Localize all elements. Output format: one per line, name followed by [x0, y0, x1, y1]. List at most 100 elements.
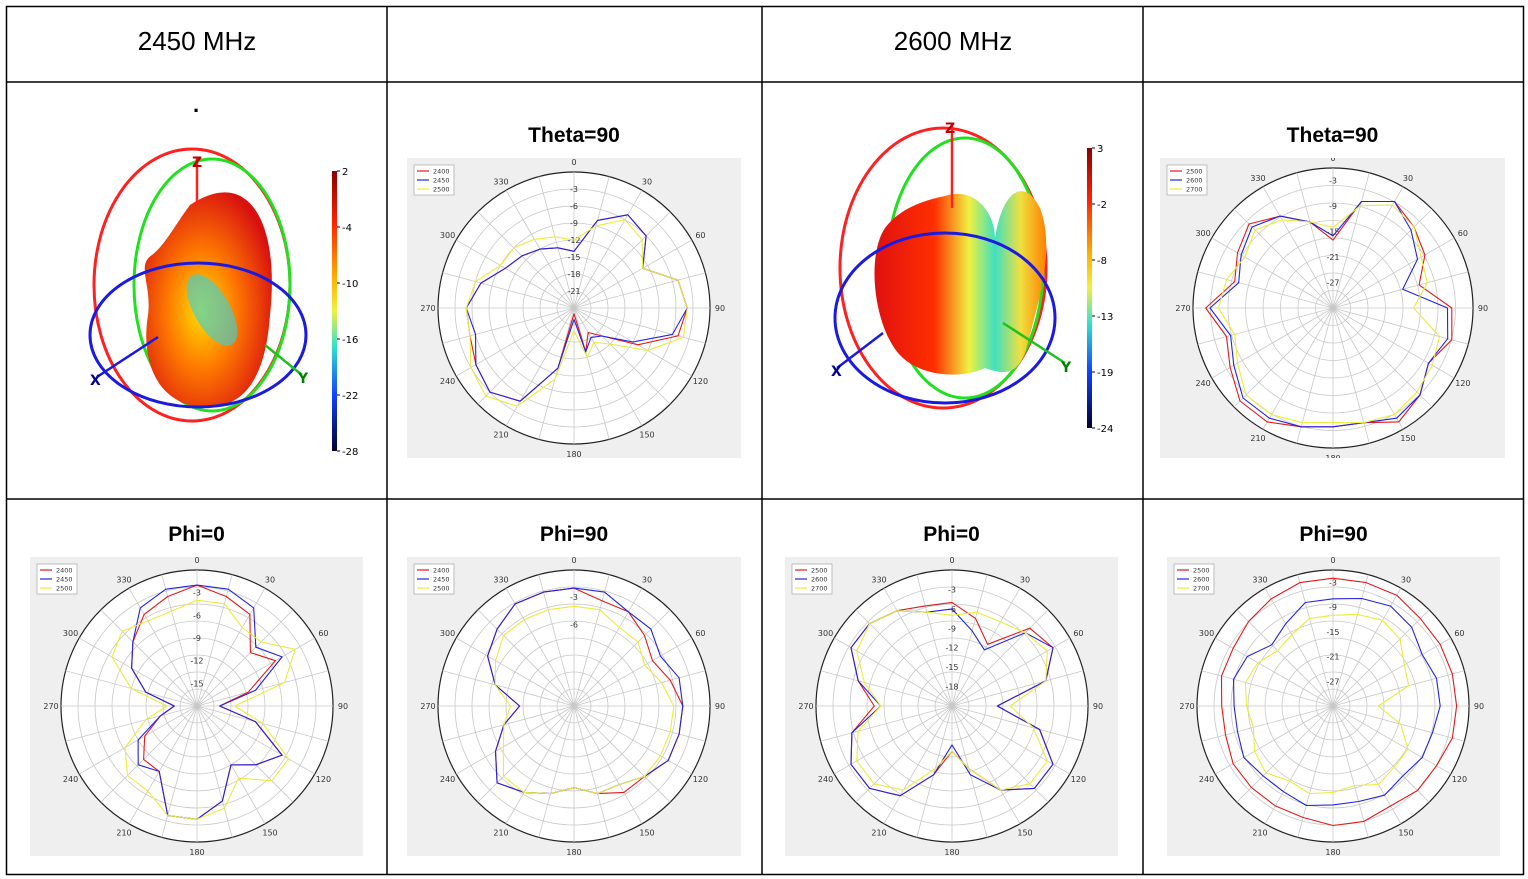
- radial-tick-label: -9: [193, 634, 201, 643]
- pattern-3d-2450: Z X Y 2 -4 -10 -16 -22 -28: [88, 147, 358, 458]
- polar-grid-spoke: [883, 705, 953, 824]
- polar-grid-spoke: [1332, 307, 1469, 345]
- y-axis-label: Y: [1060, 360, 1072, 376]
- polar-grid-spoke: [573, 705, 610, 838]
- radial-tick-label: -3: [570, 185, 578, 194]
- polar-grid-spoke: [1236, 705, 1334, 803]
- legend-label: 2500: [811, 567, 828, 575]
- z-axis-label: Z: [192, 155, 202, 171]
- plot-title-phi0-2450: Phi=0: [168, 523, 225, 546]
- plot-title-phi90-2600: Phi=90: [1299, 523, 1368, 546]
- z-axis-label: Z: [945, 121, 955, 137]
- angle-tick-label: 30: [642, 178, 652, 187]
- series-line-2500: [111, 599, 296, 820]
- colorbar-tick-label: -24: [1097, 424, 1113, 435]
- polar-grid-spoke: [573, 705, 643, 824]
- plot-title-phi90-2450: Phi=90: [539, 523, 609, 546]
- angle-tick-label: 0: [571, 158, 576, 167]
- polar-grid-spoke: [820, 705, 953, 742]
- angle-tick-label: 90: [1478, 304, 1488, 313]
- angle-tick-label: 300: [440, 629, 455, 638]
- y-axis-label: Y: [297, 371, 309, 387]
- polar-grid-spoke: [477, 609, 575, 707]
- polar-grid-spoke: [538, 307, 575, 440]
- polar-grid-spoke: [1236, 609, 1334, 707]
- angle-tick-label: 0: [1330, 158, 1335, 163]
- colorbar-tick-label: -8: [1097, 256, 1107, 267]
- series-line-2500: [1220, 577, 1458, 827]
- angle-tick-label: 0: [571, 557, 576, 565]
- series-line-2500: [465, 219, 688, 407]
- angle-tick-label: 240: [1199, 775, 1214, 784]
- radial-tick-label: -15: [1326, 228, 1339, 237]
- polar-grid-spoke: [951, 574, 988, 707]
- plot-title-theta90-2600: Theta=90: [1286, 124, 1379, 147]
- legend-label: 2500: [56, 585, 73, 593]
- radial-tick-label: -15: [945, 663, 958, 672]
- polar-grid-spoke: [196, 705, 233, 838]
- angle-tick-label: 240: [440, 775, 455, 784]
- polar-grid-spoke: [573, 637, 692, 707]
- blue-axis-ring: [833, 231, 1057, 405]
- polar-grid-spoke: [1332, 705, 1465, 742]
- polar-grid-spoke: [1332, 237, 1455, 309]
- colorbar-tick-label: 2: [342, 167, 348, 178]
- radial-tick-label: -12: [945, 644, 958, 653]
- polar-plot-phi90-2600: 0 30 60 90 120 150 180 210 240 270 300 330 -3 -9 -15 -2…: [1167, 557, 1500, 856]
- polar-grid-spoke: [456, 239, 575, 309]
- polar-grid-spoke: [916, 574, 953, 707]
- radial-tick-label: -3: [570, 593, 578, 602]
- angle-tick-label: 30: [642, 576, 652, 585]
- radial-tick-label: -6: [570, 202, 578, 211]
- polar-grid-spoke: [834, 705, 953, 775]
- polar-grid-spoke: [1332, 307, 1370, 444]
- polar-grid-spoke: [1262, 307, 1334, 430]
- angle-tick-label: 300: [1199, 629, 1214, 638]
- x-axis-label: X: [90, 373, 101, 389]
- polar-grid-spoke: [538, 176, 575, 309]
- radial-tick-label: -9: [1329, 603, 1337, 612]
- polar-grid-spoke: [442, 670, 575, 707]
- radial-tick-label: -9: [1329, 202, 1337, 211]
- polar-grid-spoke: [1332, 705, 1430, 803]
- polar-grid-spoke: [1332, 307, 1433, 408]
- series-line-2600: [1232, 597, 1441, 807]
- x-axis-line: [96, 335, 159, 379]
- angle-tick-label: 270: [1179, 702, 1194, 711]
- angle-tick-label: 90: [715, 304, 725, 313]
- angle-tick-label: 0: [949, 557, 954, 565]
- polar-grid-spoke: [1211, 307, 1334, 379]
- angle-tick-label: 270: [1175, 304, 1190, 313]
- legend-label: 2600: [811, 576, 828, 584]
- polar-grid-spoke: [1262, 186, 1334, 309]
- angle-tick-label: 330: [1250, 174, 1265, 183]
- polar-grid-spoke: [951, 705, 1084, 742]
- red-axis-ring: [838, 126, 1048, 410]
- angle-tick-label: 240: [63, 775, 78, 784]
- polar-grid-spoke: [573, 190, 643, 309]
- angle-tick-label: 330: [493, 576, 508, 585]
- polar-grid-spoke: [65, 705, 198, 742]
- polar-grid-spoke: [456, 705, 575, 775]
- polar-grid-spoke: [951, 705, 1049, 803]
- polar-grid-spoke: [1233, 307, 1334, 408]
- y-axis-line: [1002, 321, 1066, 365]
- legend-label: 2500: [433, 585, 450, 593]
- polar-grid-spoke: [538, 705, 575, 838]
- radial-tick-label: -18: [567, 270, 580, 279]
- legend-label: 2600: [1186, 177, 1203, 185]
- polar-grid-spoke: [196, 705, 294, 803]
- angle-tick-label: 240: [818, 775, 833, 784]
- polar-grid-spoke: [79, 637, 198, 707]
- polar-grid-spoke: [196, 705, 315, 775]
- polar-grid-spoke: [1264, 705, 1334, 824]
- polar-grid-spoke: [196, 609, 294, 707]
- angle-tick-label: 210: [1252, 828, 1267, 837]
- legend-label: 2400: [433, 567, 450, 575]
- legend-label: 2600: [1193, 576, 1210, 584]
- angle-tick-label: 240: [1195, 379, 1210, 388]
- angle-tick-label: 60: [1073, 629, 1083, 638]
- polar-grid-spoke: [573, 307, 643, 426]
- radial-tick-label: -6: [193, 611, 201, 620]
